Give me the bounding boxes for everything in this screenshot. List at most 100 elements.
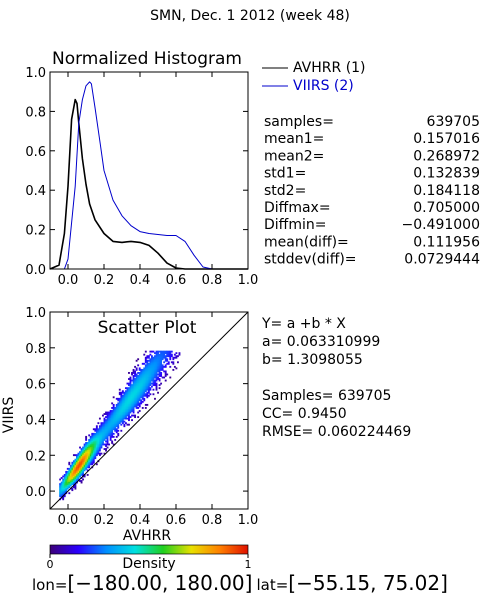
density-cell (69, 477, 72, 479)
density-cell (143, 385, 146, 388)
density-cell (66, 486, 69, 489)
density-cell (146, 355, 149, 358)
scatter-x-tick-label: 0.2 (94, 513, 115, 528)
colorbar-max-label: 1 (245, 558, 252, 571)
density-cell (62, 487, 65, 490)
density-cell (108, 414, 111, 417)
density-cell (72, 467, 75, 470)
density-cell (134, 382, 137, 385)
scatter-y-tick-label: 0.0 (25, 485, 46, 500)
density-cell (129, 411, 132, 414)
density-cell (77, 478, 80, 481)
density-cell (117, 432, 120, 435)
density-cell (106, 413, 109, 415)
density-cell (147, 378, 150, 380)
density-cell (149, 359, 152, 362)
density-cell (94, 432, 97, 435)
density-cell (146, 370, 149, 373)
density-cell (72, 469, 75, 472)
density-cell (92, 451, 95, 454)
density-cell (102, 429, 104, 432)
density-cell (131, 396, 133, 399)
density-cell (144, 350, 147, 353)
density-cell (62, 496, 65, 499)
density-cell (155, 358, 158, 361)
density-cell (111, 426, 114, 429)
density-cell (108, 413, 111, 415)
density-cell (124, 416, 127, 419)
density-cell (74, 480, 77, 482)
density-cell (72, 473, 75, 476)
density-cell (79, 460, 81, 463)
density-cell (80, 460, 83, 463)
density-cell (111, 428, 114, 431)
density-cell (80, 457, 83, 460)
stat-label: mean(diff)= (264, 234, 349, 250)
density-cell (117, 417, 120, 420)
density-cell (134, 372, 137, 374)
density-cell (135, 375, 138, 377)
density-cell (155, 367, 158, 370)
density-cell (164, 370, 167, 373)
density-cell (80, 472, 83, 475)
density-cell (63, 484, 66, 487)
density-cell (146, 388, 149, 391)
density-cell (109, 438, 112, 441)
density-cell (106, 443, 109, 446)
density-cell (155, 384, 158, 387)
density-cell (120, 397, 123, 400)
density-cell (72, 475, 75, 478)
density-cell (154, 375, 156, 377)
density-cell (91, 438, 94, 441)
density-cell (123, 391, 126, 394)
density-cell (149, 370, 152, 373)
density-cell (158, 372, 161, 374)
density-cell (63, 495, 66, 498)
density-cell (88, 446, 91, 449)
density-cell (100, 432, 103, 435)
density-cell (137, 407, 140, 409)
density-cell (85, 460, 88, 463)
density-cell (103, 422, 106, 425)
density-cell (77, 467, 80, 470)
density-cell (128, 384, 130, 387)
density-cell (88, 452, 91, 455)
density-cell (163, 370, 166, 373)
density-cell (94, 445, 97, 447)
density-cell (82, 446, 85, 449)
density-cell (124, 408, 127, 411)
density-cell (109, 411, 112, 414)
density-cell (132, 375, 135, 377)
density-cell (131, 400, 133, 403)
density-cell (114, 429, 117, 432)
density-cell (117, 426, 120, 429)
density-cell (137, 385, 140, 388)
density-cell (140, 375, 143, 377)
density-cell (85, 463, 88, 466)
density-cell (76, 455, 78, 458)
density-cell (152, 381, 155, 383)
density-cell (146, 359, 149, 362)
density-cell (77, 469, 80, 472)
density-cell (132, 381, 135, 383)
density-cell (83, 449, 86, 452)
density-cell (115, 403, 118, 406)
density-cell (135, 384, 138, 387)
density-cell (74, 472, 77, 475)
density-cell (115, 414, 118, 417)
density-cell (92, 428, 95, 431)
density-cell (76, 473, 78, 476)
density-cell (74, 484, 77, 487)
density-cell (131, 372, 133, 374)
density-cell (77, 470, 80, 473)
density-cell (117, 402, 120, 405)
density-cell (100, 423, 103, 426)
density-cell (105, 416, 107, 419)
density-cell (154, 359, 156, 362)
density-cell (115, 405, 118, 408)
density-cell (123, 396, 126, 399)
density-cell (88, 438, 91, 441)
density-cell (114, 410, 117, 412)
density-cell (164, 359, 167, 362)
